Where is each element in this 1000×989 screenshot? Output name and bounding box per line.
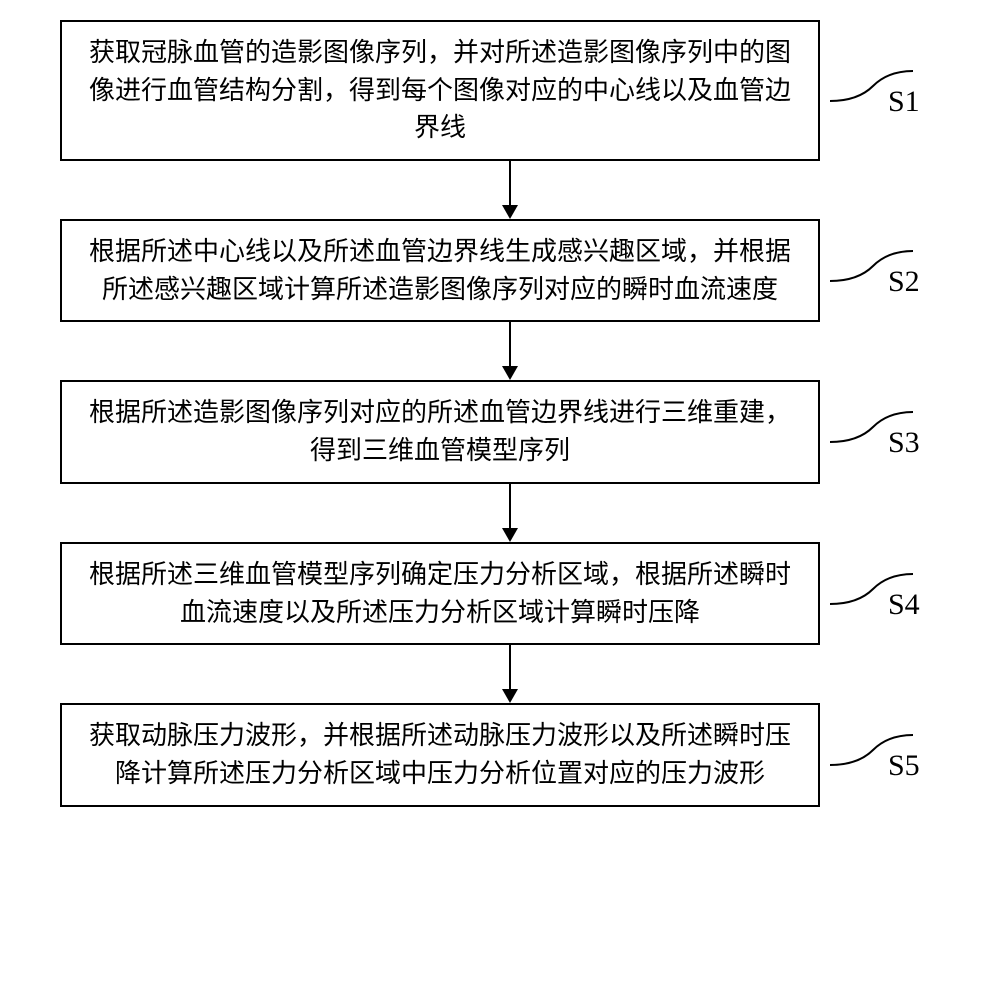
flow-step-s5-box: 获取动脉压力波形，并根据所述动脉压力波形以及所述瞬时压降计算所述压力分析区域中压… [60,703,820,806]
flow-step-s4-row: 根据所述三维血管模型序列确定压力分析区域，根据所述瞬时血流速度以及所述压力分析区… [40,542,960,645]
arrow-s1-s2 [130,161,890,219]
flow-step-s2-label: S2 [888,265,920,299]
flowchart-container: 获取冠脉血管的造影图像序列，并对所述造影图像序列中的图像进行血管结构分割，得到每… [40,20,960,807]
flow-step-s1-row: 获取冠脉血管的造影图像序列，并对所述造影图像序列中的图像进行血管结构分割，得到每… [40,20,960,161]
flow-step-s2-row: 根据所述中心线以及所述血管边界线生成感兴趣区域，并根据所述感兴趣区域计算所述造影… [40,219,960,322]
flow-step-s1-label: S1 [888,85,920,119]
arrow-down-icon [498,161,522,219]
arrow-s4-s5 [130,645,890,703]
flow-step-s2-text: 根据所述中心线以及所述血管边界线生成感兴趣区域，并根据所述感兴趣区域计算所述造影… [89,237,791,304]
flow-step-s5-label: S5 [888,749,920,783]
arrow-s3-s4 [130,484,890,542]
flow-step-s3-label: S3 [888,426,920,460]
flow-step-s3-row: 根据所述造影图像序列对应的所述血管边界线进行三维重建，得到三维血管模型序列 S3 [40,380,960,483]
flow-step-s4-label: S4 [888,588,920,622]
flow-step-s4-box: 根据所述三维血管模型序列确定压力分析区域，根据所述瞬时血流速度以及所述压力分析区… [60,542,820,645]
flow-step-s5-row: 获取动脉压力波形，并根据所述动脉压力波形以及所述瞬时压降计算所述压力分析区域中压… [40,703,960,806]
arrow-s2-s3 [130,322,890,380]
flow-step-s1-text: 获取冠脉血管的造影图像序列，并对所述造影图像序列中的图像进行血管结构分割，得到每… [89,38,791,142]
flow-step-s1-box: 获取冠脉血管的造影图像序列，并对所述造影图像序列中的图像进行血管结构分割，得到每… [60,20,820,161]
arrow-down-icon [498,484,522,542]
flow-step-s3-box: 根据所述造影图像序列对应的所述血管边界线进行三维重建，得到三维血管模型序列 [60,380,820,483]
flow-step-s5-text: 获取动脉压力波形，并根据所述动脉压力波形以及所述瞬时压降计算所述压力分析区域中压… [89,721,791,788]
arrow-down-icon [498,322,522,380]
flow-step-s3-text: 根据所述造影图像序列对应的所述血管边界线进行三维重建，得到三维血管模型序列 [89,398,791,465]
flow-step-s4-text: 根据所述三维血管模型序列确定压力分析区域，根据所述瞬时血流速度以及所述压力分析区… [89,560,791,627]
flow-step-s2-box: 根据所述中心线以及所述血管边界线生成感兴趣区域，并根据所述感兴趣区域计算所述造影… [60,219,820,322]
arrow-down-icon [498,645,522,703]
